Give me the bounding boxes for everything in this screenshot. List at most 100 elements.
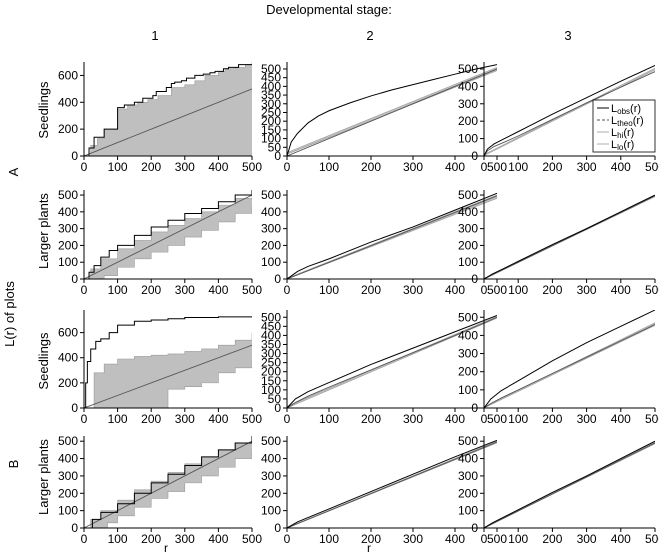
panel-a-seedlings-stage1-y-tick-label: 0 <box>71 149 78 163</box>
panel-a-seedlings-stage1-y-tick-label: 200 <box>58 122 78 136</box>
panel-a-seedlings-stage1-x-tick-label: 200 <box>141 160 161 174</box>
panel-a-larger-plants-stage2-y-tick-label: 200 <box>261 238 281 252</box>
panel-b-larger-plants-stage2-series-hi <box>287 440 497 528</box>
panel-b-seedlings-stage3-plot-area <box>484 310 655 408</box>
panel-b-seedlings-stage1-series-hi <box>84 332 252 408</box>
panel-a-larger-plants-stage3-x-tick-label: 500 <box>645 283 659 297</box>
panel-b-seedlings-stage1-x-tick-label: 200 <box>141 412 161 426</box>
panel-a-seedlings-stage2-y-tick-label: 300 <box>261 97 281 111</box>
panel-b-larger-plants-stage1-y-tick-label: 200 <box>58 486 78 500</box>
panel-a-seedlings-stage2-y-tick-label: 350 <box>261 88 281 102</box>
panel-b-seedlings-stage1-envelope-band <box>84 332 252 408</box>
panel-a-larger-plants-stage1-series-lo <box>84 205 252 279</box>
panel-a-larger-plants-stage1-x-tick-label: 200 <box>141 283 161 297</box>
panel-b-seedlings-stage2-x-tick-label: 300 <box>403 412 423 426</box>
row-label-a-larger-plants: Larger plants <box>36 193 51 269</box>
panel-b-seedlings-stage2-y-tick-label: 150 <box>261 374 281 388</box>
legend: Lobs(r)Ltheo(r)Lhi(r)Llo(r) <box>592 99 656 153</box>
panel-a-larger-plants-stage2-x-tick-label: 300 <box>403 283 423 297</box>
panel-b-larger-plants-stage2-x-tick-label: 300 <box>403 532 423 546</box>
panel-b-seedlings-stage1: 0 200 400 600 0 100 200 300 400 500 <box>58 310 262 426</box>
panel-b-larger-plants-stage3-plot-area <box>484 440 655 528</box>
panel-a-larger-plants-stage2-y-tick-label: 0 <box>274 272 281 286</box>
group-label-a: A <box>6 167 21 176</box>
panel-a-larger-plants-stage1-plot-area <box>84 190 252 279</box>
panel-b-seedlings-stage1-x-tick-label: 400 <box>208 412 228 426</box>
panel-a-larger-plants-stage2-y-tick-label: 300 <box>261 222 281 236</box>
panel-b-larger-plants-stage1-y-tick-label: 0 <box>71 521 78 535</box>
figure-title: Developmental stage: <box>266 2 392 17</box>
panel-a-larger-plants-stage3-y-tick-label: 100 <box>458 255 478 269</box>
y-axis-label: L(r) of plots <box>2 281 17 347</box>
panel-b-seedlings-stage1-x-tick-label: 500 <box>242 412 262 426</box>
panel-b-larger-plants-stage2-x-tick-label: 0 <box>284 532 291 546</box>
panel-a-larger-plants-stage3-x-tick-label: 0 <box>481 283 488 297</box>
panel-a-seedlings-stage3-x-tick-label: 400 <box>611 160 631 174</box>
panel-b-larger-plants-stage3-x-tick-label: 0 <box>481 532 488 546</box>
panel-b-larger-plants-stage1-x-tick-label: 0 <box>81 532 88 546</box>
panel-b-larger-plants-stage2-y-tick-label: 0 <box>274 521 281 535</box>
panel-b-seedlings-stage1-y-tick-label: 0 <box>71 401 78 415</box>
panel-b-larger-plants-stage3-series-hi <box>484 441 655 528</box>
panel-a-seedlings-stage1-y-tick-label: 600 <box>58 68 78 82</box>
panel-b-seedlings-stage2-y-tick-label: 250 <box>261 356 281 370</box>
panel-b-seedlings-stage3-series-theo <box>484 324 655 408</box>
panel-b-seedlings-stage3-series-lo <box>484 325 655 408</box>
panel-a-seedlings-stage2-x-tick-label: 400 <box>445 160 465 174</box>
panel-b-larger-plants-stage3-series-theo <box>484 442 655 528</box>
panel-b-larger-plants-stage2-x-tick-label: 500 <box>487 532 507 546</box>
panel-a-seedlings-stage1-x-tick-label: 400 <box>208 160 228 174</box>
panel-a-seedlings-stage1-x-tick-label: 500 <box>242 160 262 174</box>
panel-a-larger-plants-stage3-series-obs <box>484 194 655 279</box>
panel-b-seedlings-stage2-y-tick-label: 300 <box>261 347 281 361</box>
panel-a-seedlings-stage2-y-tick-label: 150 <box>261 123 281 137</box>
panel-b-larger-plants-stage2-y-tick-label: 100 <box>261 504 281 518</box>
panel-a-larger-plants-stage1-y-tick-label: 0 <box>71 272 78 286</box>
panel-b-larger-plants-stage3-x-tick-label: 500 <box>645 532 659 546</box>
panel-b-larger-plants-stage1-y-tick-label: 400 <box>58 452 78 466</box>
x-axis-label-col2: r <box>367 541 371 555</box>
column-label-stage-1: 1 <box>151 28 158 43</box>
panel-b-seedlings-stage1-series-theo <box>84 344 252 408</box>
legend-box <box>592 99 656 153</box>
panel-a-larger-plants-stage1-y-tick-label: 200 <box>58 238 78 252</box>
panel-b-larger-plants-stage3-y-tick-label: 400 <box>458 452 478 466</box>
panel-a-seedlings-stage1-envelope-band <box>84 62 252 156</box>
panel-b-seedlings-stage3-x-tick-label: 300 <box>577 412 597 426</box>
panel-b-seedlings-stage2-series-theo <box>287 316 497 408</box>
panel-a-larger-plants-stage2-x-tick-label: 100 <box>319 283 339 297</box>
panel-b-larger-plants-stage2-y-tick-label: 200 <box>261 486 281 500</box>
column-label-stage-3: 3 <box>564 28 571 43</box>
panel-b-larger-plants-stage2-series-theo <box>287 441 497 528</box>
panel-b-larger-plants-stage1-series-lo <box>84 449 252 528</box>
panel-b-larger-plants-stage3-y-tick-label: 100 <box>458 504 478 518</box>
panel-a-seedlings-stage3-series-theo <box>484 71 655 156</box>
panel-a-larger-plants-stage2-series-hi <box>287 194 497 279</box>
panel-a-seedlings-stage3-y-tick-label: 200 <box>458 114 478 128</box>
panel-a-seedlings-stage3-plot-area <box>484 65 655 156</box>
row-label-b-seedlings: Seedlings <box>36 332 51 390</box>
group-label-b: B <box>6 460 21 469</box>
panel-a-seedlings-stage1-x-tick-label: 300 <box>175 160 195 174</box>
panel-b-seedlings-stage1-x-tick-label: 300 <box>175 412 195 426</box>
panel-a-seedlings-stage2-y-tick-label: 100 <box>261 132 281 146</box>
panel-a-larger-plants-stage2-series-theo <box>287 195 497 279</box>
panel-b-larger-plants-stage2-y-tick-label: 500 <box>261 434 281 448</box>
panel-a-larger-plants-stage1-x-tick-label: 300 <box>175 283 195 297</box>
panel-b-seedlings-stage1-plot-area <box>84 316 252 408</box>
panel-a-larger-plants-stage1-y-tick-label: 300 <box>58 222 78 236</box>
panel-a-larger-plants-stage2-x-tick-label: 500 <box>487 283 507 297</box>
panel-a-seedlings-stage3-x-tick-label: 100 <box>508 160 528 174</box>
panel-b-seedlings-stage2-y-tick-label: 100 <box>261 383 281 397</box>
panel-a-seedlings-stage3-x-tick-label: 0 <box>481 160 488 174</box>
panel-a-seedlings-stage2-y-tick-label: 200 <box>261 114 281 128</box>
x-axis-label-col1: r <box>164 541 168 555</box>
panel-a-seedlings-stage1-x-tick-label: 100 <box>108 160 128 174</box>
panel-b-larger-plants-stage1-x-tick-label: 400 <box>208 532 228 546</box>
